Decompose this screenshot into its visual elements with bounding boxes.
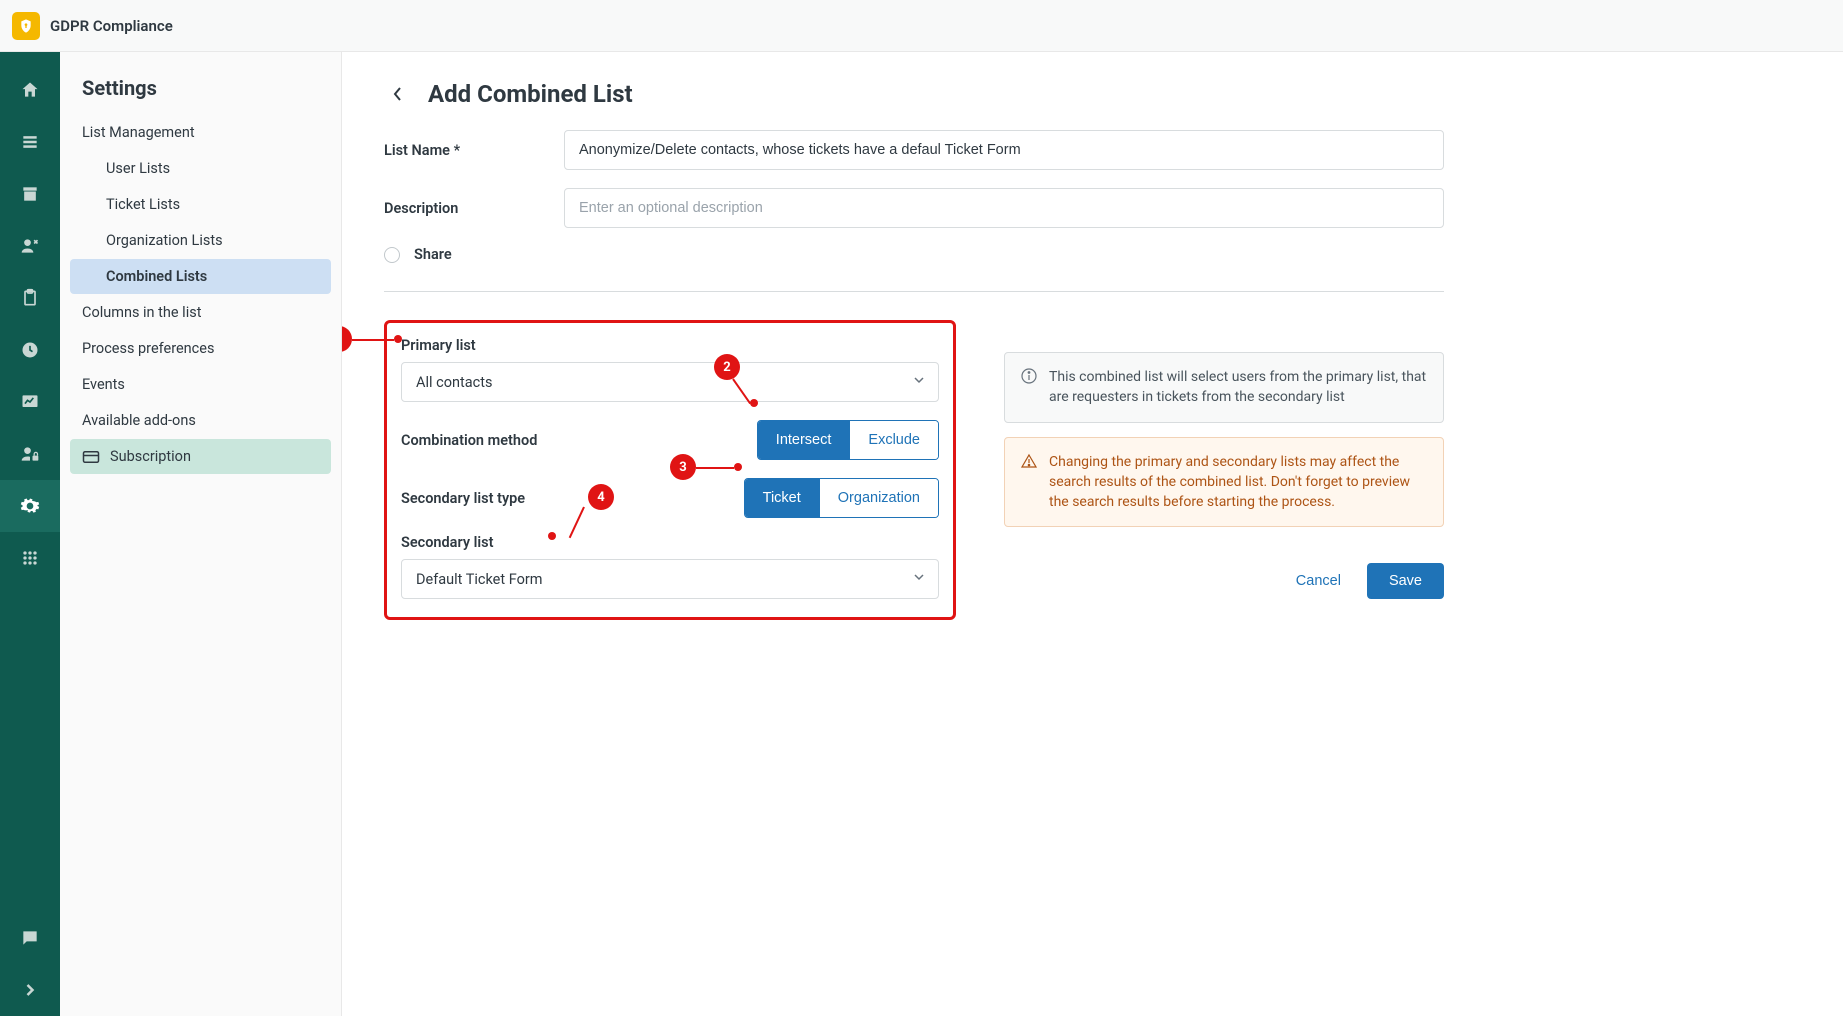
annotation-4-dot	[548, 532, 556, 540]
secondary-list-select[interactable]: Default Ticket Form	[401, 559, 939, 599]
divider	[384, 291, 1444, 292]
organization-button[interactable]: Organization	[819, 479, 938, 517]
nav-user-lists[interactable]: User Lists	[70, 151, 331, 186]
ticket-button[interactable]: Ticket	[745, 479, 819, 517]
annotation-1-dot	[394, 335, 402, 343]
nav-addons[interactable]: Available add-ons	[70, 403, 331, 438]
rail-chart-icon[interactable]	[0, 376, 60, 428]
annotation-3-dot	[734, 463, 742, 471]
rail-clipboard-icon[interactable]	[0, 272, 60, 324]
combination-toggle: Intersect Exclude	[757, 420, 939, 460]
left-rail	[0, 52, 60, 1016]
secondary-type-toggle: Ticket Organization	[744, 478, 939, 518]
warning-message: Changing the primary and secondary lists…	[1004, 437, 1444, 528]
app-logo-icon	[12, 12, 40, 40]
annotation-2-dot	[750, 399, 758, 407]
nav-subscription[interactable]: Subscription	[70, 439, 331, 474]
secondary-list-label: Secondary list	[401, 534, 939, 551]
rail-apps-icon[interactable]	[0, 532, 60, 584]
nav-columns[interactable]: Columns in the list	[70, 295, 331, 330]
primary-list-select[interactable]: All contacts	[401, 362, 939, 402]
cancel-button[interactable]: Cancel	[1278, 563, 1359, 599]
rail-lists-icon[interactable]	[0, 116, 60, 168]
rail-chat-icon[interactable]	[0, 912, 60, 964]
rail-collapse-icon[interactable]	[0, 964, 60, 1016]
share-checkbox[interactable]	[384, 247, 400, 263]
info-message: This combined list will select users fro…	[1004, 352, 1444, 423]
nav-organization-lists[interactable]: Organization Lists	[70, 223, 331, 258]
annotation-1: 1	[342, 326, 352, 352]
secondary-type-label: Secondary list type	[401, 490, 525, 507]
rail-anonymize-icon[interactable]	[0, 220, 60, 272]
nav-ticket-lists[interactable]: Ticket Lists	[70, 187, 331, 222]
main-content: Add Combined List List Name * Descriptio…	[342, 52, 1843, 1016]
annotation-3: 3	[670, 454, 696, 480]
share-label: Share	[414, 246, 452, 263]
rail-clock-icon[interactable]	[0, 324, 60, 376]
description-label: Description	[384, 200, 564, 217]
rail-settings-icon[interactable]	[0, 480, 60, 532]
annotation-2: 2	[714, 354, 740, 380]
primary-list-label: Primary list	[401, 337, 939, 354]
nav-list-management[interactable]: List Management	[70, 115, 331, 150]
exclude-button[interactable]: Exclude	[849, 421, 938, 459]
page-title: Add Combined List	[428, 80, 633, 108]
rail-user-lock-icon[interactable]	[0, 428, 60, 480]
list-name-input[interactable]	[564, 130, 1444, 170]
list-name-label: List Name *	[384, 142, 564, 159]
rail-archive-icon[interactable]	[0, 168, 60, 220]
nav-process-prefs[interactable]: Process preferences	[70, 331, 331, 366]
nav-combined-lists[interactable]: Combined Lists	[70, 259, 331, 294]
credit-card-icon	[82, 450, 100, 464]
warning-icon	[1021, 453, 1037, 469]
save-button[interactable]: Save	[1367, 563, 1444, 599]
combination-method-label: Combination method	[401, 432, 537, 449]
rail-home-icon[interactable]	[0, 64, 60, 116]
intersect-button[interactable]: Intersect	[758, 421, 850, 459]
top-header: GDPR Compliance	[0, 0, 1843, 52]
chevron-down-icon	[912, 570, 926, 588]
app-title: GDPR Compliance	[50, 17, 173, 35]
nav-events[interactable]: Events	[70, 367, 331, 402]
annotation-4: 4	[588, 484, 614, 510]
annotation-1-line	[352, 339, 394, 341]
chevron-down-icon	[912, 373, 926, 391]
settings-sidebar: Settings List Management User Lists Tick…	[60, 52, 342, 1016]
info-icon	[1021, 368, 1037, 384]
description-input[interactable]	[564, 188, 1444, 228]
sidebar-title: Settings	[70, 76, 331, 114]
back-button[interactable]	[384, 80, 412, 108]
annotation-3-line	[696, 467, 734, 469]
